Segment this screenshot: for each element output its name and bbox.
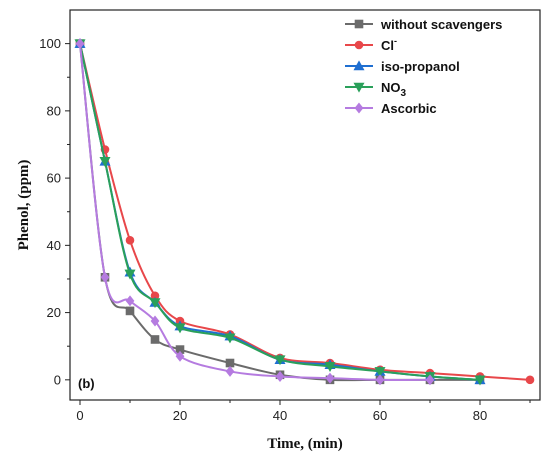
data-point: [474, 375, 486, 386]
legend-marker: [353, 60, 365, 71]
plot-frame: [69, 9, 541, 401]
series-line: [79, 43, 431, 381]
data-point: [125, 236, 135, 245]
data-point: [225, 365, 235, 377]
data-point: [375, 374, 385, 386]
data-point: [125, 306, 135, 316]
data-point: [325, 372, 335, 384]
legend-label: iso-propanol: [381, 59, 460, 74]
data-point: [99, 156, 111, 167]
y-tick-label: 40: [47, 238, 61, 253]
data-point: [150, 335, 160, 344]
data-point: [224, 333, 236, 344]
legend-subscript: 3: [401, 88, 407, 99]
data-point: [150, 315, 160, 327]
legend-marker: [354, 40, 364, 50]
x-tick-label: 0: [76, 408, 83, 423]
legend-entry: without scavengers: [345, 17, 502, 32]
series-line: [79, 43, 531, 381]
series-line: [79, 43, 481, 381]
data-point: [175, 350, 185, 362]
legend-label: NO3: [381, 80, 407, 99]
data-point: [425, 374, 435, 386]
legend-label: Ascorbic: [381, 101, 437, 116]
series-1: [75, 39, 535, 385]
series-0: [75, 39, 485, 385]
legend-marker: [354, 102, 364, 114]
legend-marker: [353, 82, 365, 93]
y-tick-label: 0: [54, 372, 61, 387]
x-tick-label: 60: [373, 408, 387, 423]
y-axis-title: Phenol, (ppm): [16, 160, 32, 251]
y-tick-label: 80: [47, 103, 61, 118]
series-line: [79, 43, 481, 381]
data-point: [125, 295, 135, 307]
x-tick-label: 20: [173, 408, 187, 423]
data-point: [275, 370, 285, 382]
legend-entry: NO3: [345, 80, 407, 99]
series-line: [79, 43, 480, 382]
data-point: [225, 358, 235, 368]
data-point: [274, 355, 286, 366]
y-tick-label: 20: [47, 305, 61, 320]
data-point: [149, 298, 161, 309]
data-point: [324, 362, 336, 372]
legend-superscript: -: [394, 36, 397, 46]
series-4: [75, 38, 435, 386]
legend-label: without scavengers: [380, 17, 502, 32]
data-point: [124, 269, 136, 280]
data-point: [174, 323, 186, 334]
x-tick-label: 80: [473, 408, 487, 423]
data-point: [374, 367, 386, 378]
panel-label: (b): [78, 376, 95, 391]
legend-marker: [354, 19, 364, 29]
legend-label: Cl-: [381, 36, 397, 53]
series-2: [74, 38, 486, 385]
data-point: [525, 375, 535, 385]
x-tick-label: 40: [273, 408, 287, 423]
y-tick-label: 60: [47, 171, 61, 186]
x-axis-title: Time, (min): [267, 436, 343, 452]
legend-entry: Ascorbic: [345, 101, 437, 116]
series-3: [74, 39, 486, 386]
y-tick-label: 100: [39, 36, 61, 51]
data-point: [75, 38, 85, 50]
legend-entry: Cl-: [345, 36, 397, 53]
legend-entry: iso-propanol: [345, 59, 460, 74]
data-point: [100, 271, 110, 283]
